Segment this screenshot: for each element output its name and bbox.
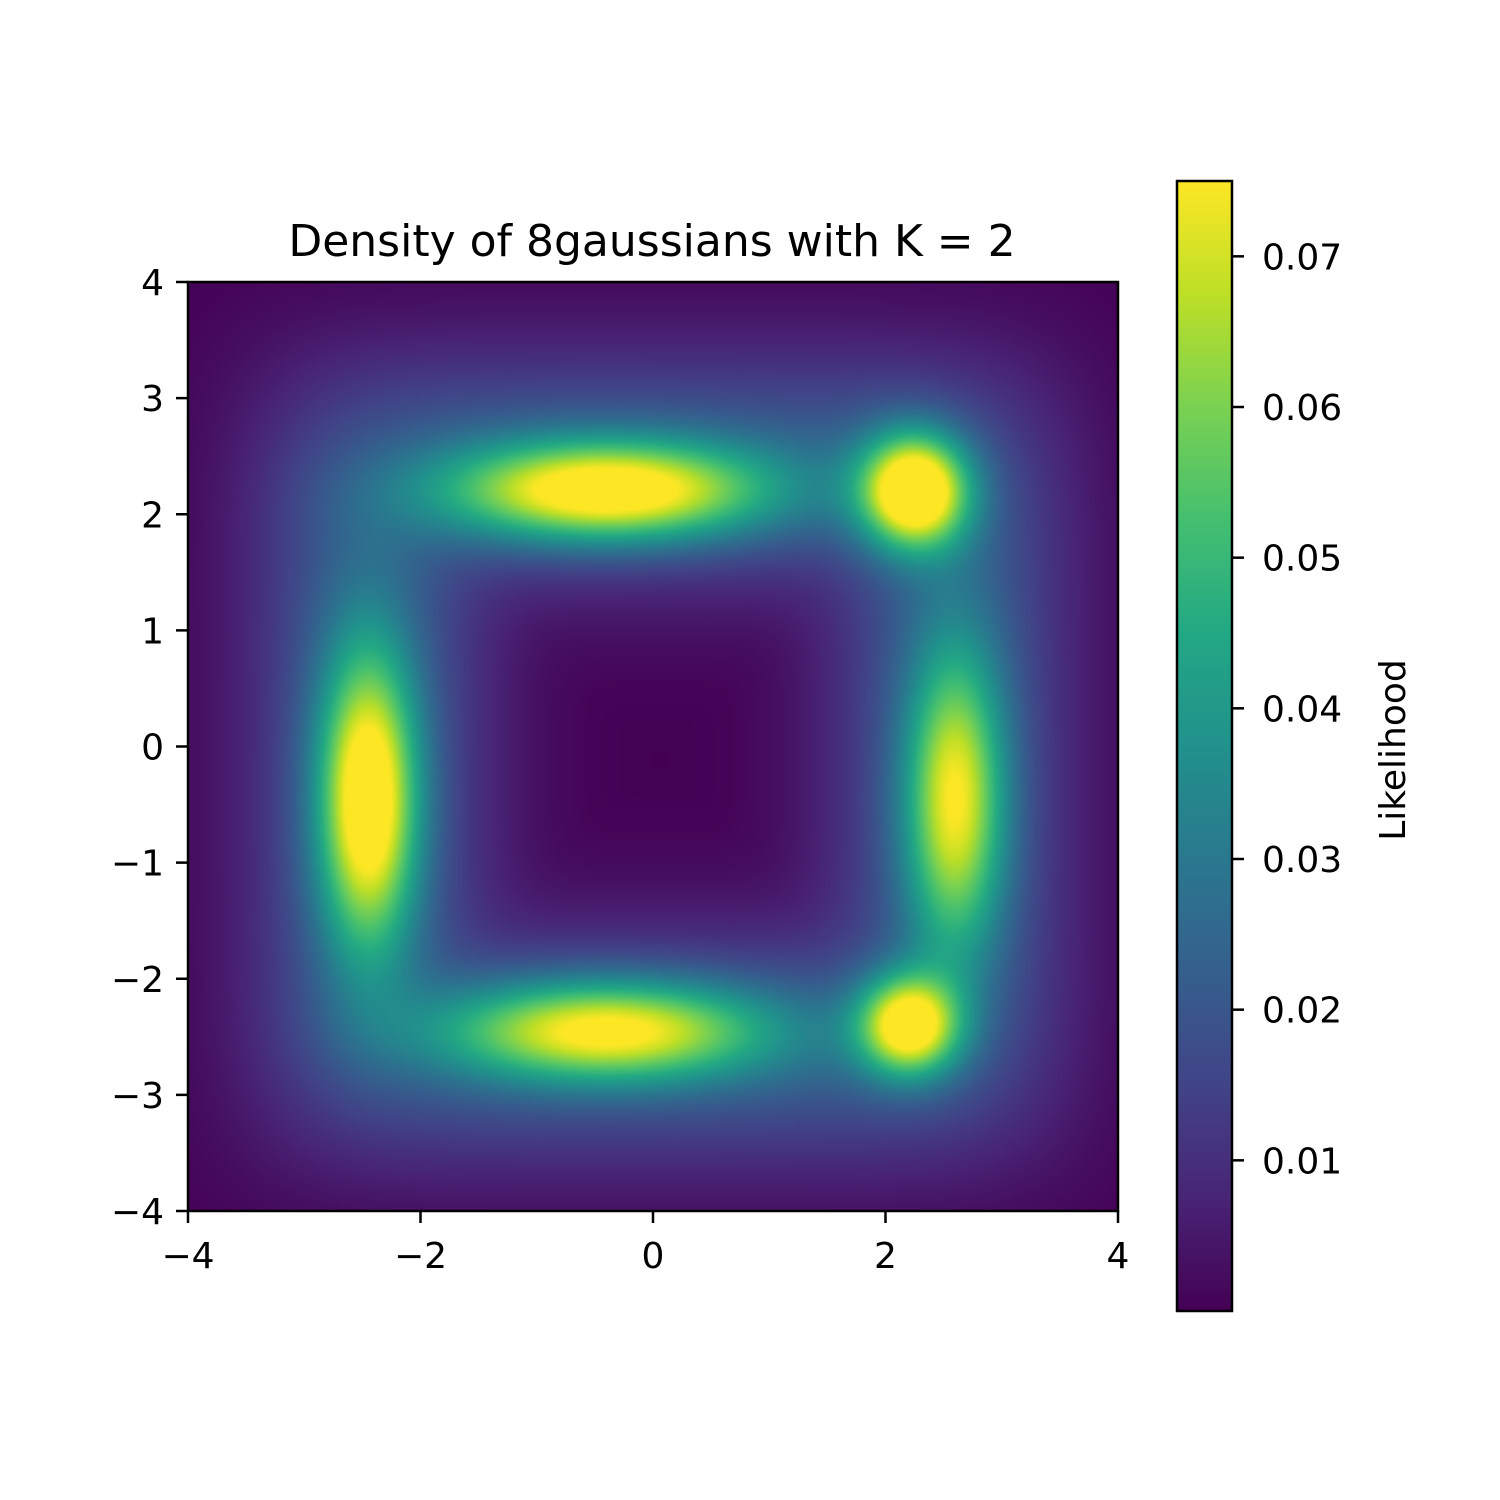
y-tick-label: 3 xyxy=(141,379,164,420)
x-tick-label: 0 xyxy=(642,1236,665,1277)
colorbar-frame xyxy=(1175,179,1234,1313)
y-tick-label: 4 xyxy=(141,263,164,304)
colorbar-tick-label: 0.03 xyxy=(1262,840,1342,881)
colorbar-tick-label: 0.07 xyxy=(1262,237,1342,278)
colorbar-ticks: 0.07 0.06 0.05 0.04 0.03 0.02 0.01 xyxy=(1232,237,1342,1182)
colorbar: 0.07 0.06 0.05 0.04 0.03 0.02 0.01 Likelihood xyxy=(1175,179,1414,1313)
x-tick-label: 2 xyxy=(874,1236,897,1277)
colorbar-tick-label: 0.02 xyxy=(1262,991,1342,1032)
colorbar-tick-label: 0.06 xyxy=(1262,388,1342,429)
x-axis: −4 −2 0 2 4 xyxy=(161,1211,1129,1277)
x-tick-label: −4 xyxy=(161,1236,214,1277)
y-tick-label: −4 xyxy=(111,1192,164,1233)
colorbar-tick-label: 0.05 xyxy=(1262,539,1342,580)
y-tick-label: −2 xyxy=(111,960,164,1001)
y-tick-label: −1 xyxy=(111,844,164,885)
x-tick-label: −2 xyxy=(394,1236,447,1277)
colorbar-gradient xyxy=(1177,181,1232,1311)
x-tick-label: 4 xyxy=(1107,1236,1130,1277)
density-heatmap xyxy=(188,282,1118,1211)
chart-title: Density of 8gaussians with K = 2 xyxy=(288,216,1015,267)
colorbar-tick-label: 0.01 xyxy=(1262,1141,1342,1182)
y-tick-label: 0 xyxy=(141,728,164,769)
plot-area xyxy=(186,280,1120,1213)
colorbar-label: Likelihood xyxy=(1373,659,1414,841)
y-tick-label: 2 xyxy=(141,495,164,536)
y-tick-label: 1 xyxy=(141,611,164,652)
y-axis: 4 3 2 1 0 −1 −2 −3 −4 xyxy=(111,263,188,1233)
y-tick-label: −3 xyxy=(111,1076,164,1117)
colorbar-tick-label: 0.04 xyxy=(1262,689,1342,730)
